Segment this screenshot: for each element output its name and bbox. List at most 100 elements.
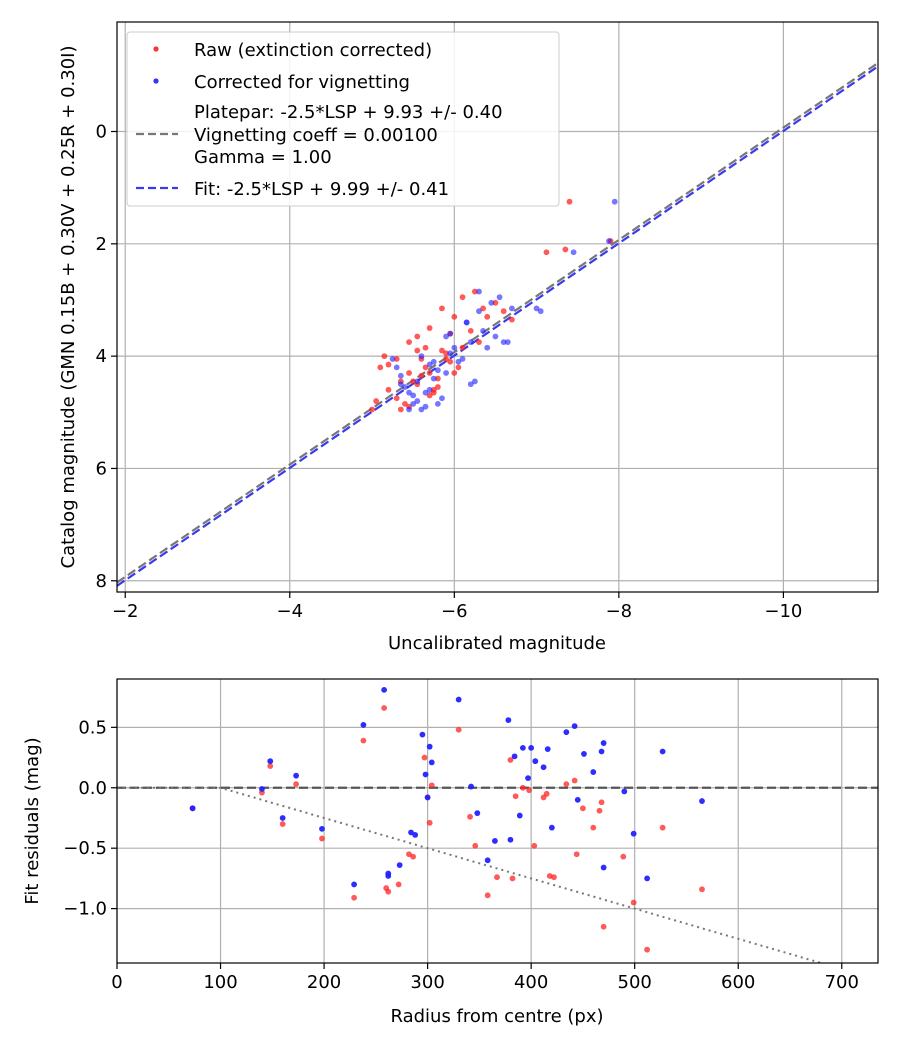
corrected-point: [590, 769, 597, 775]
legend-raw-marker: [153, 46, 159, 52]
x-tick-label: 500: [618, 972, 652, 993]
corrected-point: [293, 772, 300, 779]
corrected-point: [528, 744, 535, 751]
raw-point: [351, 894, 358, 901]
raw-point: [421, 754, 428, 761]
raw-point: [293, 781, 300, 788]
raw-point: [373, 398, 380, 404]
raw-point: [471, 288, 478, 295]
corrected-point: [279, 815, 286, 821]
corrected-point: [422, 403, 429, 410]
bottom-grid: [116, 679, 878, 963]
raw-point: [397, 406, 404, 413]
raw-point: [467, 813, 473, 820]
raw-point: [422, 364, 429, 371]
corrected-point: [397, 381, 404, 388]
raw-point: [402, 400, 408, 407]
raw-point: [267, 763, 274, 769]
raw-point: [430, 386, 437, 393]
legend-corrected-label: Corrected for vignetting: [194, 72, 410, 93]
raw-point: [630, 899, 637, 906]
corrected-point: [319, 825, 325, 832]
raw-point: [410, 853, 417, 860]
legend-raw-label: Raw (extinction corrected): [194, 40, 432, 61]
bottom-ticks: 0 100 200 300 400 500 600 700 0.5 0.0 −0.5 −1.0: [63, 717, 859, 993]
raw-point: [580, 805, 586, 812]
raw-point: [443, 350, 449, 357]
corrected-point: [426, 361, 433, 368]
corrected-point: [516, 812, 523, 819]
raw-point: [519, 784, 526, 791]
corrected-point: [393, 364, 400, 371]
corrected-point: [611, 198, 618, 205]
raw-point: [459, 294, 466, 301]
x-tick-label: 300: [410, 972, 444, 993]
corrected-point: [519, 744, 526, 751]
raw-point: [426, 819, 433, 826]
corrected-point: [430, 358, 437, 365]
corrected-point: [496, 294, 503, 301]
corrected-point: [418, 406, 425, 413]
raw-point: [426, 370, 433, 376]
corrected-point: [563, 729, 570, 736]
raw-point: [451, 370, 458, 376]
corrected-point: [511, 753, 518, 760]
corrected-point: [467, 381, 474, 388]
raw-point: [418, 372, 425, 379]
raw-point: [620, 853, 627, 860]
raw-point: [447, 358, 454, 365]
corrected-point: [484, 857, 491, 864]
raw-point: [512, 793, 519, 800]
y-tick-label: 6: [96, 458, 107, 479]
corrected-point: [467, 339, 474, 345]
corrected-point: [410, 392, 417, 399]
corrected-point: [451, 344, 458, 351]
corrected-point: [621, 788, 628, 795]
raw-point: [543, 249, 550, 256]
x-tick-label: 100: [203, 972, 237, 993]
corrected-point: [397, 372, 404, 379]
fit-line: [117, 65, 878, 587]
raw-point: [443, 356, 449, 362]
corrected-point: [492, 333, 499, 340]
corrected-point: [406, 389, 412, 396]
raw-point: [319, 835, 325, 842]
corrected-point: [508, 305, 515, 312]
y-tick-label: 0.0: [78, 778, 107, 799]
legend-platepar-label: Platepar: -2.5*LSP + 9.93 +/- 0.40: [194, 102, 503, 123]
raw-point: [422, 344, 429, 351]
corrected-point: [426, 386, 433, 393]
corrected-point: [396, 862, 403, 869]
corrected-point: [476, 288, 482, 295]
x-tick-label: −8: [606, 601, 633, 622]
bottom-x-axis-label: Radius from centre (px): [390, 1006, 603, 1027]
raw-point: [467, 327, 474, 334]
legend-corrected-marker: [153, 78, 159, 84]
raw-point: [543, 790, 550, 797]
legend-box: [126, 31, 560, 207]
raw-point: [395, 881, 402, 888]
corrected-point: [447, 330, 454, 337]
bottom-plot-area: [117, 679, 878, 963]
raw-point: [500, 308, 507, 315]
raw-point: [472, 842, 479, 849]
raw-point: [451, 313, 458, 320]
bottom-reference-lines: [117, 786, 878, 963]
raw-point: [385, 888, 392, 895]
raw-point: [279, 821, 286, 827]
raw-point: [455, 726, 462, 733]
raw-point: [426, 325, 433, 331]
raw-point: [439, 305, 445, 312]
corrected-point: [600, 740, 607, 746]
x-tick-label: −2: [112, 601, 139, 622]
x-tick-label: −10: [764, 601, 802, 622]
corrected-point: [540, 764, 547, 771]
raw-point: [439, 347, 445, 354]
raw-point: [509, 875, 516, 882]
x-tick-label: 200: [307, 972, 341, 993]
raw-point: [406, 370, 412, 376]
vignetting-model-curve: [117, 786, 825, 963]
corrected-point: [507, 836, 514, 843]
corrected-point: [488, 299, 495, 306]
corrected-point: [459, 356, 466, 362]
